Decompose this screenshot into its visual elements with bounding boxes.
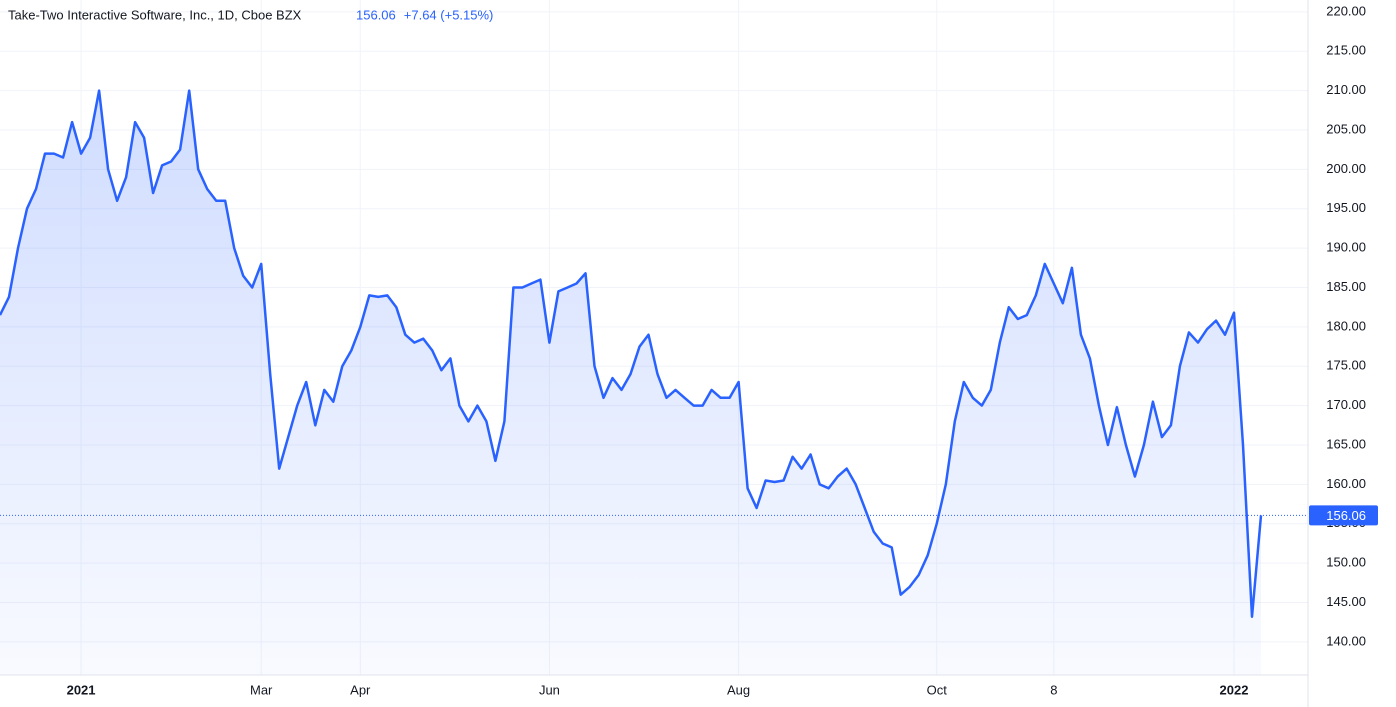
y-tick-label: 150.00 <box>1326 555 1366 570</box>
x-tick-label: Mar <box>250 682 273 697</box>
y-tick-label: 140.00 <box>1326 633 1366 648</box>
chart-title: Take-Two Interactive Software, Inc., 1D,… <box>8 7 302 22</box>
x-tick-label: Apr <box>350 682 371 697</box>
header-price: 156.06 <box>356 7 396 22</box>
labels: 140.00145.00150.00155.00160.00165.00170.… <box>67 3 1378 697</box>
x-tick-label: Jun <box>539 682 560 697</box>
y-tick-label: 165.00 <box>1326 436 1366 451</box>
price-line <box>0 89 1263 618</box>
y-tick-label: 170.00 <box>1326 397 1366 412</box>
last-price-tag <box>1309 505 1378 526</box>
plot <box>0 89 1308 676</box>
x-tick-label: 8 <box>1050 682 1057 697</box>
header-change: +7.64 (+5.15%) <box>404 7 494 22</box>
x-tick-label: 2022 <box>1220 682 1249 697</box>
y-tick-label: 145.00 <box>1326 594 1366 609</box>
y-tick-label: 160.00 <box>1326 476 1366 491</box>
x-tick-label: Aug <box>727 682 750 697</box>
y-tick-label: 200.00 <box>1326 161 1366 176</box>
x-tick-label: 2021 <box>67 682 96 697</box>
y-tick-label: 220.00 <box>1326 3 1366 18</box>
y-tick-label: 215.00 <box>1326 43 1366 58</box>
y-tick-label: 175.00 <box>1326 358 1366 373</box>
y-tick-label: 205.00 <box>1326 121 1366 136</box>
x-tick-label: Oct <box>927 682 948 697</box>
y-tick-label: 195.00 <box>1326 200 1366 215</box>
y-tick-label: 190.00 <box>1326 240 1366 255</box>
y-tick-label: 185.00 <box>1326 279 1366 294</box>
y-tick-label: 180.00 <box>1326 318 1366 333</box>
area-fill <box>0 90 1261 676</box>
last-price-label: 156.06 <box>1326 508 1366 523</box>
y-tick-label: 210.00 <box>1326 82 1366 97</box>
